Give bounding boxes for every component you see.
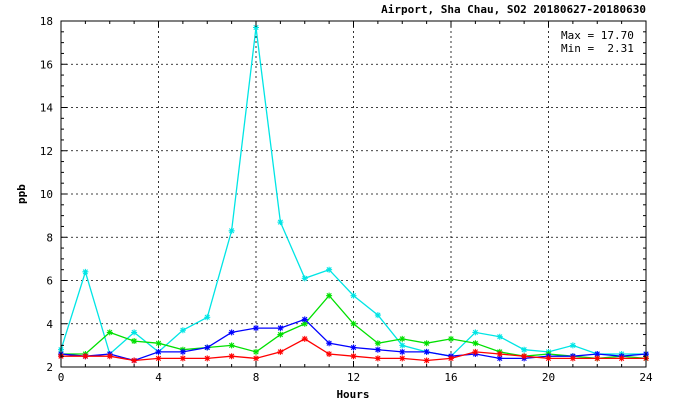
x-tick-label: 20 (542, 371, 555, 384)
data-point-marker (374, 355, 381, 362)
x-tick-label: 24 (639, 371, 653, 384)
y-tick-label: 2 (46, 361, 53, 374)
y-tick-label: 4 (46, 318, 53, 331)
data-point-marker (472, 329, 479, 336)
data-point-marker (472, 348, 479, 355)
data-point-marker (82, 268, 89, 275)
data-point-marker (594, 355, 601, 362)
data-point-marker (301, 320, 308, 327)
data-point-marker (131, 338, 138, 345)
data-point-marker (155, 348, 162, 355)
data-point-marker (594, 351, 601, 358)
data-point-marker (399, 335, 406, 342)
data-point-marker (277, 331, 284, 338)
y-tick-label: 14 (40, 102, 54, 115)
data-point-marker (155, 340, 162, 347)
data-point-marker (374, 340, 381, 347)
data-point-marker (228, 329, 235, 336)
data-point-marker (496, 355, 503, 362)
y-axis-title: ppb (15, 184, 28, 204)
data-point-marker (228, 342, 235, 349)
chart-title: Airport, Sha Chau, SO2 20180627-20180630 (381, 3, 646, 16)
data-point-marker (374, 346, 381, 353)
data-point-marker (301, 335, 308, 342)
data-point-marker (253, 355, 259, 362)
data-point-marker (472, 340, 479, 347)
data-point-marker (179, 355, 186, 362)
data-point-marker (82, 353, 89, 360)
data-point-marker (350, 353, 357, 360)
data-point-marker (301, 275, 308, 282)
min-annotation: Min = 2.31 (561, 42, 634, 55)
data-point-marker (423, 340, 430, 347)
x-tick-label: 16 (444, 371, 457, 384)
data-point-marker (326, 266, 333, 273)
data-point-marker (521, 346, 528, 353)
x-tick-label: 8 (253, 371, 260, 384)
x-axis-title: Hours (336, 388, 369, 401)
data-point-marker (204, 355, 211, 362)
data-point-marker (521, 353, 528, 360)
data-point-marker (618, 355, 625, 362)
data-point-marker (496, 351, 503, 358)
x-tick-label: 0 (58, 371, 65, 384)
data-point-marker (301, 316, 308, 323)
data-point-marker (350, 320, 357, 327)
data-point-marker (204, 314, 211, 321)
data-point-marker (326, 351, 333, 358)
y-tick-label: 8 (46, 231, 53, 244)
y-tick-label: 6 (46, 275, 53, 288)
grid-lines (61, 21, 646, 367)
data-point-marker (496, 333, 503, 340)
data-point-marker (179, 327, 186, 334)
data-point-marker (253, 24, 259, 31)
data-point-marker (448, 335, 454, 342)
data-point-marker (253, 348, 259, 355)
data-point-marker (569, 342, 576, 349)
max-annotation: Max = 17.70 (561, 29, 634, 42)
data-point-marker (448, 355, 454, 362)
data-point-marker (106, 329, 113, 336)
data-point-marker (374, 312, 381, 319)
data-point-marker (131, 329, 138, 336)
y-tick-label: 12 (40, 145, 53, 158)
y-tick-label: 10 (40, 188, 53, 201)
data-point-marker (399, 355, 406, 362)
data-point-marker (326, 292, 333, 299)
data-point-marker (228, 227, 235, 234)
data-point-marker (569, 355, 576, 362)
series-layer (58, 24, 649, 364)
data-point-marker (228, 353, 235, 360)
data-point-marker (423, 348, 430, 355)
y-tick-label: 18 (40, 15, 53, 28)
data-point-marker (350, 344, 357, 351)
data-point-marker (253, 325, 259, 332)
data-point-marker (545, 355, 552, 362)
data-point-marker (155, 355, 162, 362)
data-point-marker (179, 348, 186, 355)
data-point-marker (326, 340, 333, 347)
data-point-marker (106, 353, 113, 360)
data-point-marker (277, 325, 284, 332)
data-point-marker (399, 348, 406, 355)
x-tick-label: 12 (347, 371, 360, 384)
data-point-marker (399, 342, 406, 349)
data-point-marker (277, 348, 284, 355)
data-point-marker (131, 357, 138, 364)
x-tick-label: 4 (155, 371, 162, 384)
data-point-marker (423, 357, 430, 364)
y-tick-label: 16 (40, 58, 53, 71)
data-point-marker (350, 292, 357, 299)
data-point-marker (204, 344, 211, 351)
series-4 (58, 335, 649, 364)
data-point-marker (277, 219, 284, 226)
